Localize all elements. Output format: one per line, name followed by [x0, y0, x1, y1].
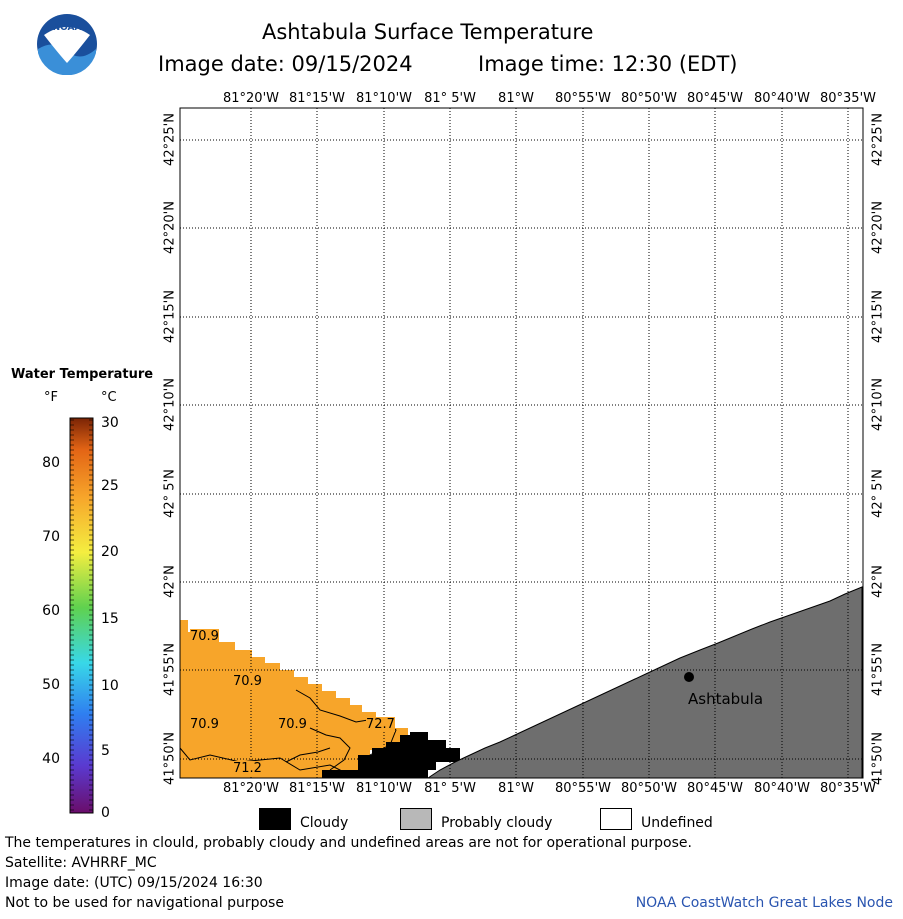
- lat-label: 42° 5'N: [870, 469, 886, 518]
- lon-label: 81°15'W: [288, 91, 345, 106]
- lon-label: 81°W: [498, 91, 534, 106]
- temp-label: 70.9: [190, 717, 219, 732]
- lat-label: 42°15'N: [162, 290, 178, 343]
- lon-label: 80°45'W: [686, 91, 743, 106]
- lat-label: 42°15'N: [870, 290, 886, 343]
- legend-unit-c: °C: [101, 390, 117, 405]
- key-undefined-swatch: [600, 808, 632, 830]
- legend-f-tick: 40: [42, 751, 60, 767]
- temp-label: 72.7: [366, 717, 395, 732]
- lat-label: 42°10'N: [870, 378, 886, 431]
- footer-satellite: Satellite: AVHRRF_MC: [5, 855, 157, 871]
- lat-label: 42°N: [162, 565, 178, 598]
- noaa-logo: NOAA: [36, 13, 98, 76]
- noaa-logo-text: NOAA: [52, 23, 82, 33]
- legend-c-tick: 25: [101, 478, 119, 494]
- lon-label: 81°20'W: [222, 91, 279, 106]
- temp-label: 71.2: [233, 761, 262, 776]
- lon-label: 80°55'W: [554, 91, 611, 106]
- legend-unit-f: °F: [44, 390, 58, 405]
- lat-label: 41°55'N: [870, 643, 886, 696]
- lon-label: 80°50'W: [620, 91, 677, 106]
- key-probably-cloudy-label: Probably cloudy: [441, 815, 553, 831]
- legend-c-tick: 30: [101, 415, 119, 431]
- lon-label: 80°40'W: [753, 91, 810, 106]
- lon-label: 81°10'W: [355, 91, 412, 106]
- lon-label: 81° 5'W: [424, 781, 476, 796]
- lat-label: 42° 5'N: [162, 469, 178, 518]
- key-cloudy-label: Cloudy: [300, 815, 349, 831]
- graticule: [180, 108, 863, 778]
- legend-c-tick: 5: [101, 743, 110, 759]
- key-probably-cloudy-swatch: [400, 808, 432, 830]
- footer-credit: NOAA CoastWatch Great Lakes Node: [635, 895, 893, 911]
- lon-label: 81°15'W: [288, 781, 345, 796]
- lat-label: 42°10'N: [162, 378, 178, 431]
- lat-label: 42°20'N: [162, 201, 178, 254]
- contour-line: [309, 727, 351, 771]
- legend-c-tick: 15: [101, 611, 119, 627]
- water-area: [180, 620, 408, 778]
- legend-f-tick: 50: [42, 677, 60, 693]
- legend-f-tick: 80: [42, 455, 60, 471]
- lon-label: 81°W: [498, 781, 534, 796]
- cloud-area: [336, 732, 460, 778]
- city-marker-icon: [684, 672, 694, 682]
- city-label: Ashtabula: [688, 690, 764, 708]
- map-frame: [179, 107, 864, 779]
- lon-label: 81°10'W: [355, 781, 412, 796]
- image-date: Image date: 09/15/2024: [158, 52, 413, 76]
- lon-label: 80°50'W: [620, 781, 677, 796]
- lon-label: 80°35'W: [819, 781, 876, 796]
- legend-c-tick: 10: [101, 678, 119, 694]
- lon-label: 80°45'W: [686, 781, 743, 796]
- lon-label: 81°20'W: [222, 781, 279, 796]
- contour-line: [179, 747, 377, 776]
- key-undefined-label: Undefined: [641, 815, 713, 831]
- key-cloudy-swatch: [259, 808, 291, 830]
- legend-c-tick: 0: [101, 805, 110, 821]
- lon-label: 80°40'W: [753, 781, 810, 796]
- legend-c-tick: 20: [101, 544, 119, 560]
- legend-title: Water Temperature: [11, 367, 154, 382]
- lat-label: 41°50'N: [162, 732, 178, 785]
- lon-label: 81° 5'W: [424, 91, 476, 106]
- map-title: Ashtabula Surface Temperature: [262, 20, 594, 44]
- noaa-logo-icon: [37, 14, 97, 76]
- lat-label: 42°N: [870, 565, 886, 598]
- footer-disclaimer: The temperatures in clould, probably clo…: [5, 835, 692, 851]
- temp-label: 70.9: [233, 674, 262, 689]
- color-bar: [69, 417, 94, 814]
- cloud-patch: [322, 770, 338, 778]
- lat-label: 42°20'N: [870, 201, 886, 254]
- legend-f-tick: 60: [42, 603, 60, 619]
- contour-line: [285, 747, 331, 763]
- image-time: Image time: 12:30 (EDT): [478, 52, 738, 76]
- color-bar-ticks: [70, 419, 93, 811]
- lat-label: 42°25'N: [870, 113, 886, 166]
- legend-f-tick: 70: [42, 529, 60, 545]
- footer-navigation-warning: Not to be used for navigational purpose: [5, 895, 284, 911]
- lon-label: 80°55'W: [554, 781, 611, 796]
- land-area: [426, 586, 863, 779]
- lon-label: 80°35'W: [819, 91, 876, 106]
- lat-label: 41°55'N: [162, 643, 178, 696]
- temp-label: 70.9: [190, 629, 219, 644]
- temp-label: 70.9: [278, 717, 307, 732]
- lat-label: 42°25'N: [162, 113, 178, 166]
- footer-utc-date: Image date: (UTC) 09/15/2024 16:30: [5, 875, 263, 891]
- lat-label: 41°50'N: [870, 732, 886, 785]
